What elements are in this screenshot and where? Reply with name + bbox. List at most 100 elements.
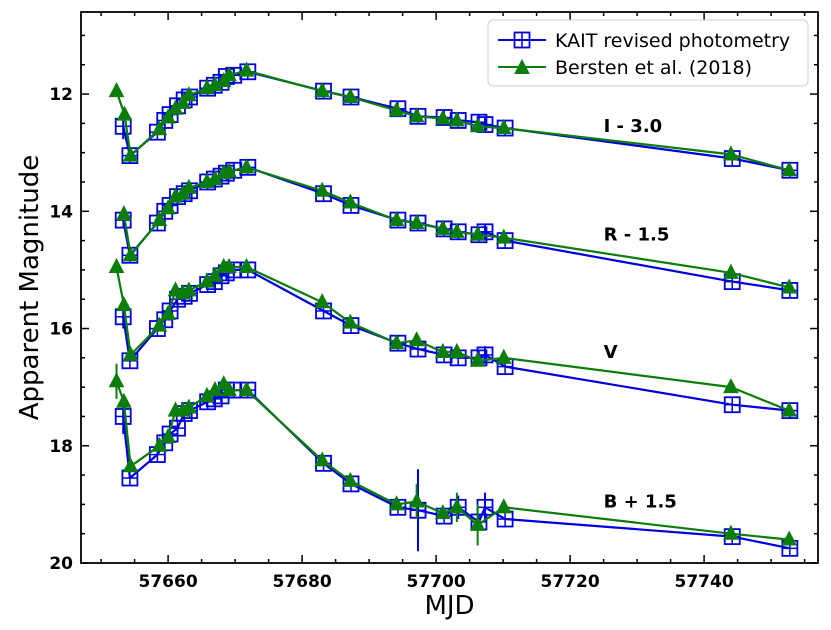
data-point-bersten: [434, 504, 451, 520]
y-axis-title: Apparent Magnitude: [15, 155, 45, 421]
data-point-bersten: [116, 205, 132, 221]
legend-label-bersten: Bersten et al. (2018): [555, 57, 752, 79]
series-line-kait: [122, 389, 791, 550]
data-point-bersten: [781, 161, 798, 177]
plot-frame: [80, 11, 819, 564]
data-point-bersten: [408, 107, 425, 123]
data-point-bersten: [449, 222, 465, 238]
data-point-bersten: [207, 266, 223, 282]
data-point-bersten: [314, 451, 331, 467]
data-point-bersten: [781, 401, 798, 417]
data-point-bersten: [238, 61, 255, 77]
data-point-bersten: [408, 213, 425, 230]
legend-marker-kait: [513, 31, 531, 49]
data-point-bersten: [238, 158, 255, 174]
data-point-bersten: [781, 278, 798, 294]
legend: KAIT revised photometry Bersten et al. (…: [487, 19, 809, 87]
data-point-bersten: [151, 211, 168, 227]
data-point-bersten: [314, 82, 331, 98]
data-point-bersten: [314, 293, 331, 309]
data-point-bersten: [781, 530, 798, 546]
data-point-bersten: [160, 427, 176, 443]
legend-marker-bersten: [514, 58, 530, 74]
data-point-bersten: [449, 342, 465, 358]
data-point-bersten: [122, 246, 139, 262]
data-point-kait: [723, 396, 741, 414]
data-point-bersten: [108, 372, 125, 388]
data-point-kait: [114, 117, 132, 135]
data-point-bersten: [449, 498, 465, 514]
data-point-bersten: [495, 498, 512, 514]
data-point-bersten: [221, 380, 237, 397]
data-point-bersten: [221, 66, 237, 82]
data-point-bersten: [238, 380, 255, 397]
legend-label-kait: KAIT revised photometry: [555, 30, 790, 52]
data-point-bersten: [469, 225, 486, 241]
data-point-bersten: [116, 392, 132, 408]
band-labels: I - 3.0 R - 1.5 V B + 1.5: [604, 116, 677, 512]
data-point-bersten: [122, 146, 139, 162]
data-point-bersten: [122, 457, 139, 473]
data-point-bersten: [181, 398, 197, 414]
series-bersten-3: [116, 158, 798, 294]
data-point-bersten: [175, 93, 191, 109]
data-point-bersten: [408, 492, 425, 508]
data-point-bersten: [434, 109, 451, 125]
x-tick-label: 57700: [407, 572, 466, 592]
band-label: B + 1.5: [604, 491, 677, 512]
data-point-bersten: [342, 471, 359, 487]
x-tick-label: 57680: [273, 572, 332, 592]
data-point-bersten: [408, 331, 425, 347]
data-point-bersten: [469, 117, 486, 133]
series-bersten-7: [108, 363, 798, 546]
data-point-bersten: [469, 351, 486, 367]
data-point-bersten: [495, 228, 512, 244]
data-point-bersten: [108, 82, 125, 98]
data-point-bersten: [181, 86, 197, 102]
data-point-bersten: [116, 295, 132, 312]
data-point-bersten: [221, 162, 237, 178]
x-tick-label: 57660: [139, 572, 198, 592]
data-point-bersten: [469, 515, 486, 531]
band-label: V: [604, 342, 618, 363]
axis-ticks: 57660 57680 57700 57720 57740 12 14 16 18 20: [49, 12, 818, 592]
data-point-bersten: [723, 263, 739, 279]
data-point-kait: [114, 408, 132, 425]
data-point-bersten: [151, 120, 168, 136]
data-point-bersten: [434, 219, 451, 235]
data-point-bersten: [181, 178, 197, 194]
data-point-bersten: [122, 345, 139, 361]
data-point-bersten: [181, 281, 197, 297]
data-point-bersten: [388, 334, 405, 350]
y-tick-label: 12: [49, 85, 73, 105]
data-point-bersten: [160, 108, 176, 124]
data-point-bersten: [151, 436, 168, 452]
data-point-bersten: [342, 193, 359, 209]
y-tick-label: 18: [49, 437, 73, 457]
data-point-bersten: [342, 87, 359, 103]
data-point-bersten: [723, 378, 739, 394]
data-point-bersten: [723, 145, 739, 161]
y-tick-label: 14: [49, 202, 73, 222]
data-point-kait: [496, 510, 514, 528]
data-point-bersten: [238, 257, 255, 273]
data-point-bersten: [116, 105, 133, 121]
band-label: R - 1.5: [604, 225, 670, 246]
data-point-kait: [476, 498, 494, 516]
data-point-bersten: [495, 118, 512, 135]
data-point-bersten: [388, 211, 405, 227]
data-point-bersten: [434, 342, 451, 358]
band-label: I - 3.0: [604, 116, 663, 137]
data-point-kait: [114, 308, 132, 326]
y-tick-label: 20: [49, 554, 73, 574]
legend-marker-bersten-shape: [514, 58, 530, 74]
data-point-bersten: [314, 181, 331, 197]
data-point-bersten: [388, 495, 405, 511]
series-bersten-1: [108, 61, 798, 177]
data-point-bersten: [108, 257, 125, 273]
data-marks: [108, 61, 799, 557]
data-point-bersten: [151, 316, 168, 332]
data-point-bersten: [160, 304, 176, 320]
data-point-bersten: [221, 257, 237, 273]
